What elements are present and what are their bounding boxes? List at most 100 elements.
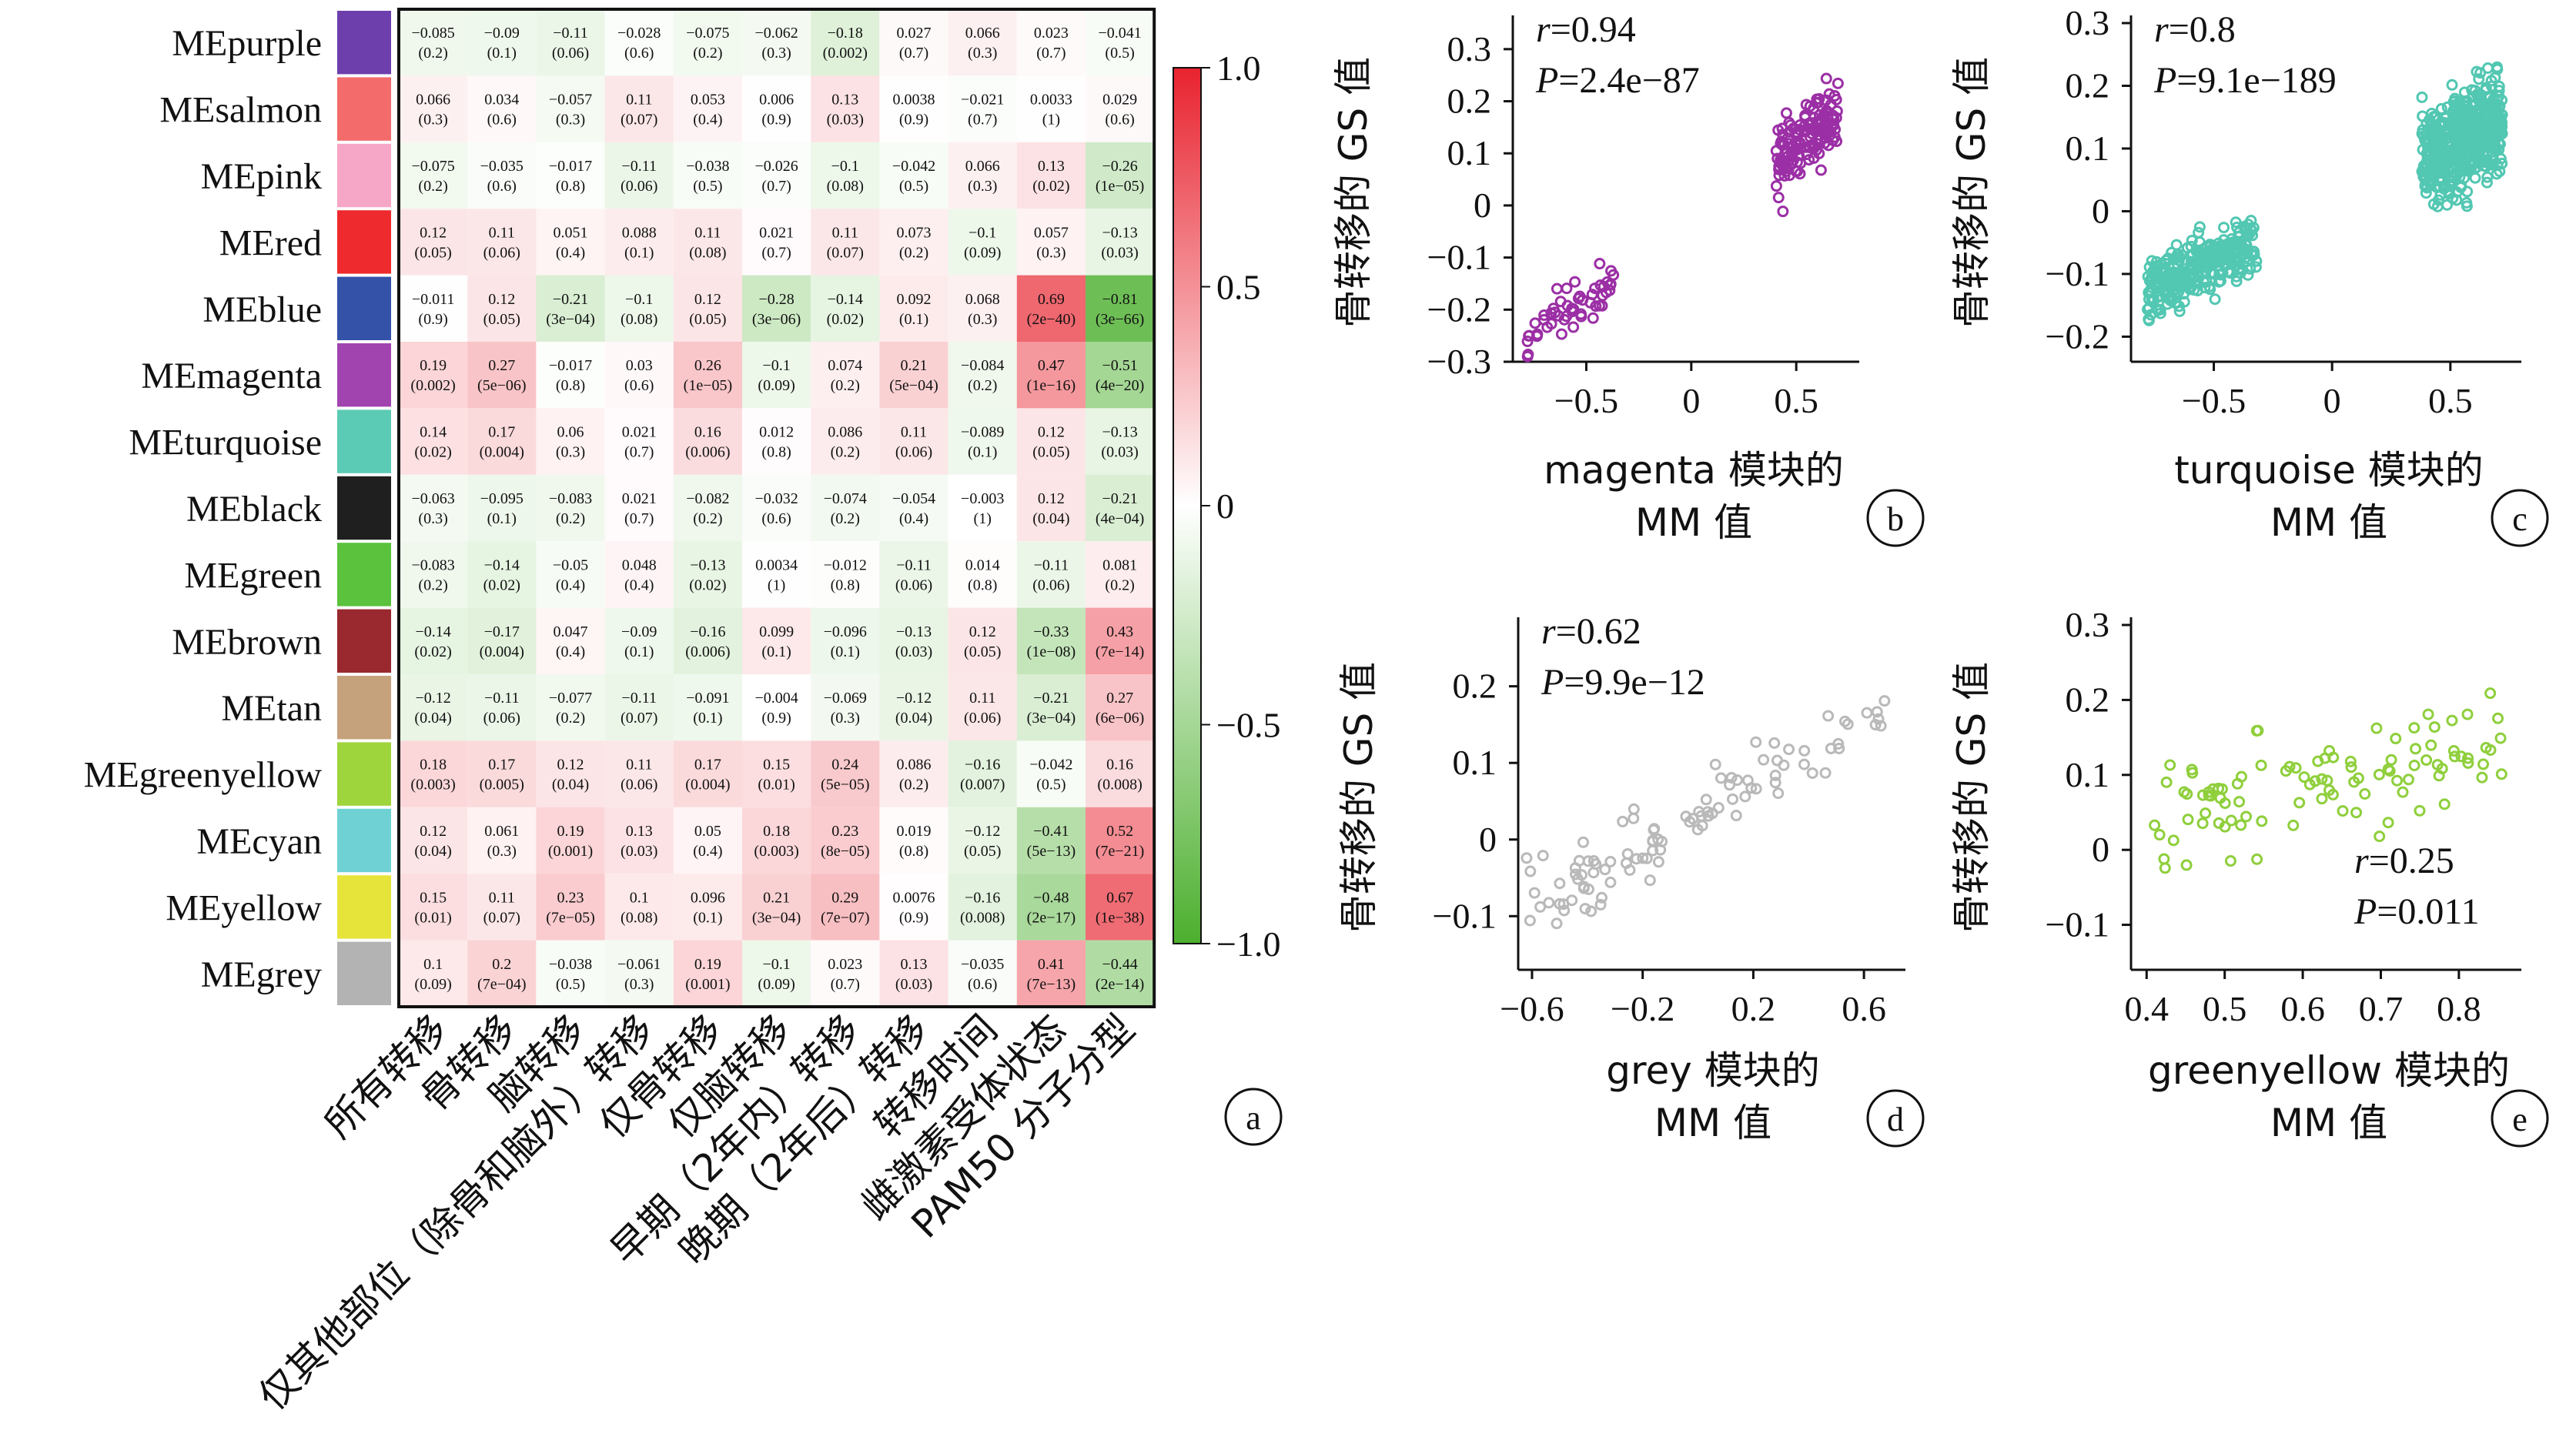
heatmap-cell — [604, 940, 674, 1007]
x-tick-label: 0.2 — [1731, 989, 1776, 1028]
heatmap-cell — [811, 674, 880, 741]
scatter-point — [2344, 755, 2357, 767]
cell-value: 0.15 — [420, 889, 447, 906]
cell-p-value: (7e−05) — [546, 909, 594, 926]
scatter-point — [1772, 124, 1785, 136]
heatmap-cell — [399, 607, 468, 674]
heatmap-cell — [1086, 874, 1155, 941]
heatmap-cell — [467, 541, 537, 608]
heatmap-cell — [948, 874, 1017, 941]
cell-p-value: (0.02) — [827, 311, 864, 328]
heatmap-cell — [742, 275, 811, 342]
scatter-point — [2493, 85, 2505, 97]
cell-p-value: (7e−13) — [1027, 976, 1076, 993]
scatter-point — [2469, 172, 2481, 184]
cell-value: 0.12 — [420, 224, 447, 241]
heatmap-cell — [1016, 142, 1086, 209]
cell-value: −0.004 — [754, 690, 798, 707]
heatmap-cell — [948, 807, 1017, 874]
x-tick-label: 0.7 — [2359, 989, 2404, 1028]
scatter-point — [1878, 695, 1891, 707]
heatmap-cell — [1086, 408, 1155, 475]
heatmap-cell — [467, 408, 537, 475]
scatter-point — [2252, 724, 2264, 737]
scatter-point — [1552, 309, 1564, 322]
stat-r: r=0.94 — [1536, 9, 1636, 50]
cell-value: 0.029 — [1102, 92, 1137, 109]
scatter-point — [2240, 223, 2253, 236]
cell-p-value: (0.4) — [899, 510, 928, 527]
y-tick-label: 0.1 — [2066, 129, 2110, 168]
cell-value: 0.41 — [1038, 956, 1065, 973]
cell-value: 0.11 — [901, 424, 927, 441]
scatter-point — [1587, 854, 1600, 867]
scatter-point — [2446, 714, 2458, 727]
scatter-point — [1815, 164, 1827, 176]
cell-value: −0.12 — [415, 690, 450, 707]
cell-p-value: (7e−21) — [1096, 843, 1144, 860]
heatmap-cell — [742, 142, 811, 209]
scatter-point — [1554, 897, 1566, 910]
cell-value: −0.16 — [965, 757, 1000, 774]
heatmap-cell — [536, 607, 605, 674]
heatmap-cell — [811, 807, 880, 874]
cell-value: −0.074 — [824, 490, 867, 507]
scatter-point — [2147, 292, 2159, 305]
colorbar — [1173, 67, 1202, 944]
cell-p-value: (0.6) — [624, 45, 654, 62]
cell-value: 0.19 — [420, 357, 447, 374]
heatmap-cell — [879, 408, 948, 475]
heatmap-cell — [811, 541, 880, 608]
cell-p-value: (0.5) — [1036, 777, 1066, 794]
cell-p-value: (0.9) — [418, 311, 447, 328]
scatter-point — [2462, 757, 2474, 769]
heatmap-cell — [399, 874, 468, 941]
y-tick-label: 0 — [1474, 185, 1491, 225]
cell-value: −0.12 — [896, 690, 932, 707]
cell-p-value: (0.004) — [480, 444, 524, 461]
scatter-point — [1758, 754, 1770, 766]
heatmap-cell — [399, 807, 468, 874]
row-color-swatch — [337, 276, 391, 340]
heatmap-cell — [1016, 209, 1086, 276]
cell-value: 0.053 — [691, 92, 725, 109]
cell-p-value: (0.02) — [1032, 178, 1069, 195]
scatter-point — [1804, 142, 1816, 154]
heatmap-cell — [399, 740, 468, 807]
scatter-point — [2200, 807, 2212, 820]
scatter-point — [2446, 79, 2458, 91]
cell-p-value: (7e−14) — [1096, 643, 1144, 660]
scatter-point — [1605, 265, 1618, 277]
scatter-point — [2287, 819, 2300, 831]
heatmap-cell — [948, 740, 1017, 807]
scatter-point — [1725, 771, 1738, 784]
y-tick-label: −0.1 — [2046, 254, 2109, 293]
scatter-point — [2212, 255, 2224, 267]
cell-p-value: (4e−04) — [1096, 510, 1144, 527]
scatter-point — [1554, 877, 1566, 890]
cell-value: −0.003 — [961, 490, 1004, 507]
cell-value: −0.21 — [1033, 690, 1069, 707]
y-tick-label: 0.3 — [2066, 605, 2110, 644]
cell-p-value: (0.1) — [624, 643, 654, 660]
heatmap-cell — [673, 674, 742, 741]
cell-value: −0.12 — [965, 823, 1000, 840]
cell-value: 0.13 — [831, 92, 858, 109]
heatmap-cell — [879, 275, 948, 342]
cell-p-value: (0.6) — [968, 976, 997, 993]
scatter-point — [2461, 200, 2473, 212]
scatter-point — [1521, 336, 1534, 348]
scatter-point — [2385, 754, 2397, 766]
cell-value: 0.21 — [901, 357, 928, 374]
scatter-point — [2403, 774, 2415, 786]
heatmap-cell — [536, 541, 605, 608]
heatmap-cell — [399, 9, 468, 76]
cell-p-value: (0.3) — [487, 843, 517, 860]
y-tick-label: −0.3 — [1427, 342, 1491, 381]
heatmap-cell — [673, 541, 742, 608]
cell-value: 0.12 — [1038, 424, 1065, 441]
scatter-point — [2455, 750, 2467, 763]
scatter-point — [1783, 744, 1795, 756]
scatter-point — [1871, 706, 1883, 718]
heatmap-cell — [811, 740, 880, 807]
